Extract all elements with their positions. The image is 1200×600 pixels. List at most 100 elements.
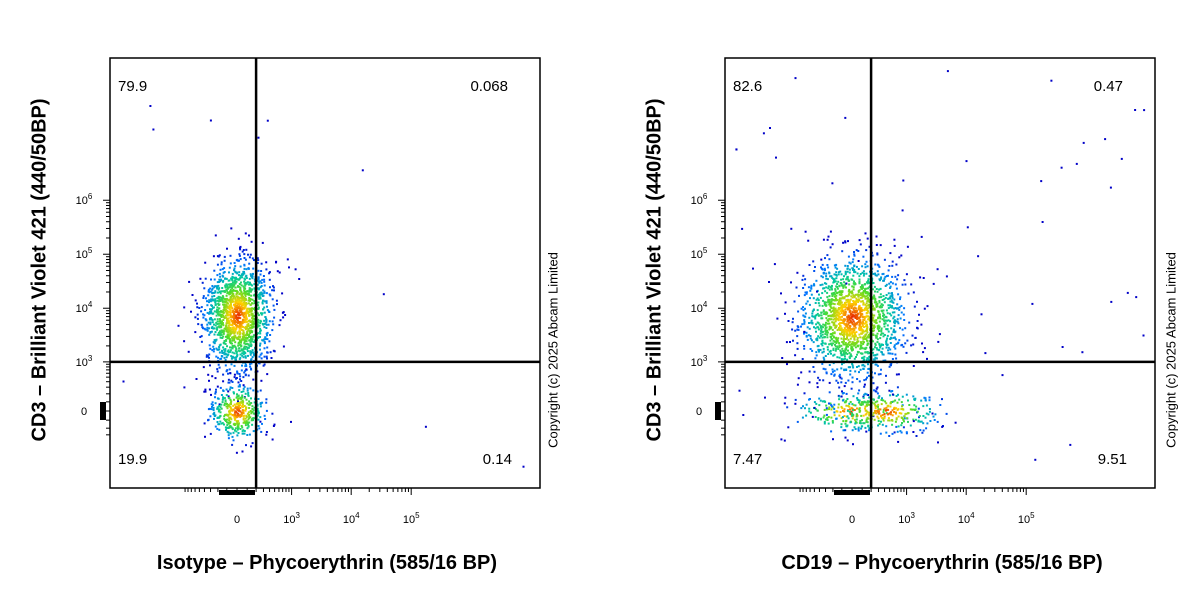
event-dot bbox=[796, 420, 799, 423]
event-dot bbox=[203, 287, 206, 290]
event-dot bbox=[239, 375, 242, 378]
event-dot bbox=[925, 404, 928, 407]
event-dot bbox=[846, 275, 849, 278]
event-dot bbox=[888, 412, 891, 415]
event-dot bbox=[226, 309, 229, 312]
event-dot bbox=[839, 329, 842, 331]
event-dot bbox=[271, 320, 274, 323]
event-dot bbox=[243, 385, 246, 388]
event-dot bbox=[860, 292, 862, 295]
event-dot bbox=[856, 398, 859, 401]
event-dot bbox=[900, 254, 903, 257]
event-dot bbox=[885, 374, 887, 377]
event-dot bbox=[926, 305, 929, 308]
event-dot bbox=[217, 255, 220, 258]
event-dot bbox=[897, 314, 900, 317]
event-dot bbox=[874, 410, 877, 412]
event-dot bbox=[249, 321, 252, 323]
event-dot bbox=[829, 305, 832, 308]
event-dot bbox=[253, 315, 256, 317]
event-dot bbox=[229, 421, 232, 424]
event-dot bbox=[835, 274, 838, 277]
event-dot bbox=[895, 320, 898, 323]
plot-frame bbox=[109, 57, 541, 489]
event-dot bbox=[860, 332, 863, 335]
event-dot bbox=[247, 267, 250, 270]
event-dot bbox=[245, 345, 248, 348]
event-dot bbox=[831, 321, 834, 324]
event-dot bbox=[257, 418, 260, 421]
event-dot bbox=[845, 306, 848, 309]
event-dot bbox=[881, 351, 883, 354]
event-dot bbox=[243, 302, 246, 305]
event-dot bbox=[861, 320, 864, 323]
event-dot bbox=[835, 417, 838, 420]
event-dot bbox=[222, 335, 225, 338]
event-dot bbox=[854, 310, 857, 312]
event-dot bbox=[872, 305, 874, 308]
event-dot bbox=[231, 324, 234, 327]
event-dot bbox=[881, 414, 884, 417]
event-dot bbox=[832, 292, 835, 295]
event-dot bbox=[247, 423, 249, 426]
event-dot bbox=[738, 389, 741, 392]
event-dot bbox=[252, 340, 255, 343]
event-dot bbox=[848, 331, 851, 334]
event-dot bbox=[424, 425, 427, 428]
event-dot bbox=[911, 408, 913, 411]
event-dot bbox=[831, 328, 834, 331]
event-dot bbox=[802, 309, 805, 312]
event-dot bbox=[808, 322, 810, 324]
event-dot bbox=[822, 356, 825, 359]
event-dot bbox=[233, 403, 236, 406]
event-dot bbox=[213, 310, 216, 313]
event-dot bbox=[851, 311, 854, 314]
event-dot bbox=[1075, 162, 1078, 165]
event-dot bbox=[206, 328, 209, 331]
event-dot bbox=[843, 322, 846, 325]
event-dot bbox=[252, 325, 255, 328]
event-dot bbox=[219, 320, 222, 323]
event-dot bbox=[841, 416, 844, 419]
event-dot bbox=[851, 303, 854, 305]
event-dot bbox=[928, 399, 931, 402]
event-dot bbox=[891, 292, 893, 295]
event-dot bbox=[855, 331, 858, 334]
event-dot bbox=[236, 398, 239, 401]
event-dot bbox=[825, 326, 827, 329]
event-dot bbox=[190, 310, 192, 313]
event-dot bbox=[891, 432, 894, 435]
event-dot bbox=[259, 286, 262, 289]
event-dot bbox=[825, 275, 828, 278]
event-dot bbox=[257, 308, 260, 310]
event-dot bbox=[849, 366, 852, 369]
event-dot bbox=[248, 421, 251, 424]
event-dot bbox=[239, 258, 242, 261]
event-dot bbox=[244, 356, 247, 359]
event-dot bbox=[843, 410, 846, 413]
event-dot bbox=[247, 392, 250, 394]
event-dot bbox=[885, 339, 888, 342]
event-dot bbox=[242, 298, 245, 301]
event-dot bbox=[822, 416, 825, 419]
event-dot bbox=[809, 348, 812, 350]
event-dot bbox=[826, 264, 829, 266]
event-dot bbox=[200, 323, 203, 326]
event-dot bbox=[248, 407, 251, 409]
event-dot bbox=[815, 338, 818, 341]
event-dot bbox=[848, 271, 851, 274]
event-dot bbox=[881, 347, 884, 350]
event-dot bbox=[860, 325, 863, 328]
event-dot bbox=[891, 305, 893, 308]
event-dot bbox=[241, 338, 244, 341]
event-dot bbox=[248, 293, 251, 296]
event-dot bbox=[868, 245, 871, 248]
event-dot bbox=[249, 365, 252, 368]
event-dot bbox=[231, 320, 234, 323]
event-dot bbox=[803, 322, 806, 325]
event-dot bbox=[864, 232, 867, 235]
event-dot bbox=[851, 296, 854, 299]
event-dot bbox=[230, 407, 232, 410]
event-dot bbox=[191, 294, 194, 296]
event-dot bbox=[794, 398, 797, 401]
